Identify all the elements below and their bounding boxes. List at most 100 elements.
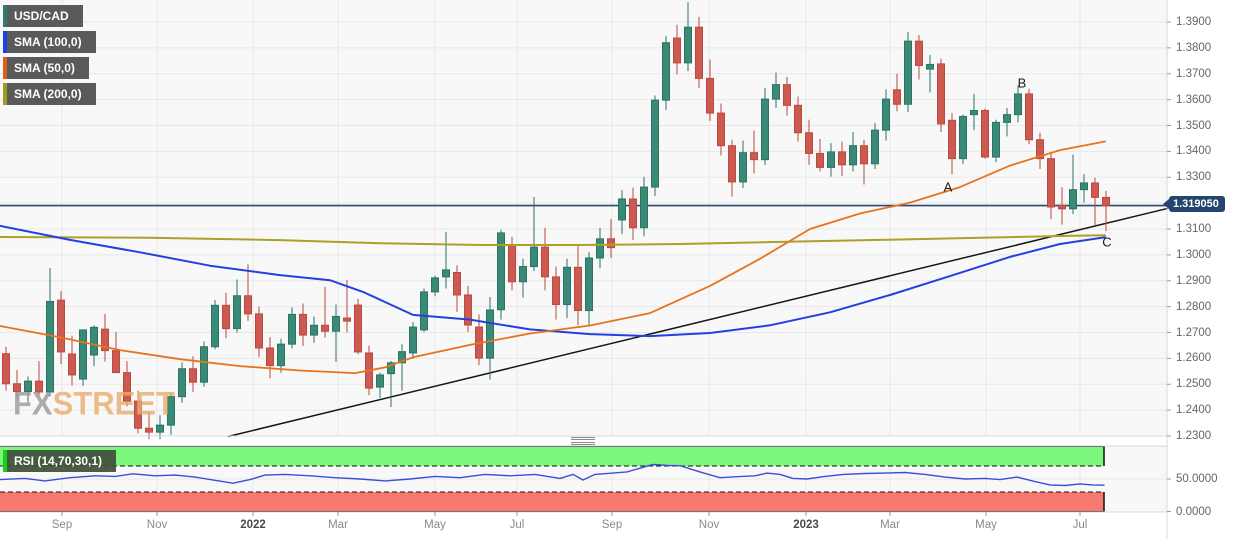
time-axis-label: 2022 bbox=[240, 519, 266, 531]
time-axis-label: 2023 bbox=[793, 519, 819, 531]
candle-body bbox=[574, 266, 582, 312]
candle-body bbox=[1036, 139, 1044, 160]
chart-annotation-b: B bbox=[1017, 75, 1027, 91]
price-axis-label: 1.2500 bbox=[1176, 378, 1212, 391]
sma200-chip-label: SMA (200,0) bbox=[14, 87, 82, 101]
sma200-chip[interactable]: SMA (200,0) bbox=[3, 83, 96, 105]
candle-body bbox=[827, 151, 835, 168]
legend: USD/CAD SMA (100,0) SMA (50,0) SMA (200,… bbox=[3, 5, 96, 109]
candle-body bbox=[200, 346, 208, 383]
candle-body bbox=[783, 84, 791, 106]
candle-body bbox=[1091, 182, 1099, 198]
candle-body bbox=[706, 77, 714, 114]
candle-body bbox=[244, 295, 252, 315]
candle-body bbox=[970, 109, 978, 116]
candle-body bbox=[541, 246, 549, 278]
sma200-color-bar bbox=[3, 83, 7, 105]
rsi-axis-label: 0.0000 bbox=[1176, 505, 1212, 518]
candle-body bbox=[431, 277, 439, 293]
sma50-line bbox=[0, 140, 1106, 374]
candle-body bbox=[376, 374, 384, 388]
rsi-oversold-band bbox=[0, 492, 1104, 512]
candle-body bbox=[178, 368, 186, 398]
candle-body bbox=[640, 186, 648, 229]
candle-body bbox=[277, 343, 285, 367]
candle-body bbox=[343, 317, 351, 322]
candle-body bbox=[398, 351, 406, 364]
candle-body bbox=[717, 112, 725, 147]
rsi-axis-label: 50.0000 bbox=[1176, 473, 1218, 485]
candle-body bbox=[673, 37, 681, 64]
candle-body bbox=[134, 400, 142, 429]
candle-body bbox=[222, 304, 230, 330]
candle-body bbox=[57, 299, 65, 353]
rsi-chip[interactable]: RSI (14,70,30,1) bbox=[3, 450, 117, 472]
candle-body bbox=[651, 99, 659, 188]
candle-body bbox=[112, 350, 120, 374]
candle-body bbox=[684, 26, 692, 64]
sma50-chip-label: SMA (50,0) bbox=[14, 61, 75, 75]
candle-body bbox=[310, 324, 318, 336]
candle-body bbox=[13, 383, 21, 392]
candle-body bbox=[695, 26, 703, 79]
candle-body bbox=[255, 313, 263, 349]
sma100-line bbox=[0, 224, 1106, 338]
candle-body bbox=[35, 380, 43, 393]
candle-body bbox=[992, 121, 1000, 158]
candle-body bbox=[1069, 189, 1077, 210]
sma50-color-bar bbox=[3, 57, 7, 79]
time-axis-label: May bbox=[424, 519, 446, 531]
ascending-trendline bbox=[227, 207, 1169, 438]
candle-body bbox=[838, 151, 846, 166]
fxstreet-watermark: FXSTREET bbox=[13, 385, 175, 423]
candle-body bbox=[1080, 182, 1088, 191]
candle-body bbox=[156, 424, 164, 433]
price-axis-label: 1.2300 bbox=[1176, 430, 1212, 442]
candle-body bbox=[607, 238, 615, 249]
rsi-legend: RSI (14,70,30,1) bbox=[3, 450, 117, 476]
time-axis-label: Sep bbox=[51, 519, 73, 531]
sma200-line bbox=[0, 234, 1106, 246]
price-line-badge: 1.319050 bbox=[1163, 196, 1225, 212]
candle-body bbox=[1025, 93, 1033, 141]
candle-body bbox=[629, 198, 637, 229]
candle-body bbox=[772, 84, 780, 100]
symbol-color-bar bbox=[3, 5, 7, 27]
sma50-chip[interactable]: SMA (50,0) bbox=[3, 57, 89, 79]
candle-body bbox=[508, 244, 516, 283]
candle-body bbox=[321, 324, 329, 332]
candle-body bbox=[937, 63, 945, 125]
rsi-overbought-band bbox=[0, 446, 1104, 466]
candle-body bbox=[101, 328, 109, 352]
candle-body bbox=[497, 232, 505, 311]
sma100-color-bar bbox=[3, 31, 7, 53]
chart-annotation-c: C bbox=[1102, 234, 1112, 250]
rsi-color-bar bbox=[3, 450, 7, 472]
sma100-chip-label: SMA (100,0) bbox=[14, 35, 82, 49]
rsi-chip-label: RSI (14,70,30,1) bbox=[14, 454, 103, 468]
candle-body bbox=[442, 269, 450, 278]
candle-body bbox=[453, 271, 461, 296]
sma100-chip[interactable]: SMA (100,0) bbox=[3, 31, 96, 53]
candle-body bbox=[530, 246, 538, 268]
candle-body bbox=[618, 198, 626, 221]
candle-body bbox=[849, 145, 857, 166]
symbol-chip-label: USD/CAD bbox=[14, 9, 69, 23]
symbol-chip[interactable]: USD/CAD bbox=[3, 5, 83, 27]
candle-body bbox=[959, 115, 967, 160]
candle-body bbox=[882, 98, 890, 131]
price-axis-label: 1.2900 bbox=[1176, 274, 1212, 287]
candle-body bbox=[1047, 158, 1055, 208]
candle-body bbox=[1014, 93, 1022, 116]
time-axis-label: Nov bbox=[146, 519, 168, 531]
candle-body bbox=[816, 152, 824, 168]
price-axis-label: 1.3300 bbox=[1176, 171, 1212, 184]
price-axis-label: 1.3400 bbox=[1176, 145, 1212, 158]
candle-body bbox=[893, 89, 901, 105]
pane-resize-handle[interactable] bbox=[571, 437, 595, 445]
price-axis-label: 1.2600 bbox=[1176, 352, 1212, 365]
watermark-street: STREET bbox=[52, 385, 175, 422]
candle-body bbox=[1102, 196, 1110, 207]
candle-body bbox=[915, 40, 923, 66]
